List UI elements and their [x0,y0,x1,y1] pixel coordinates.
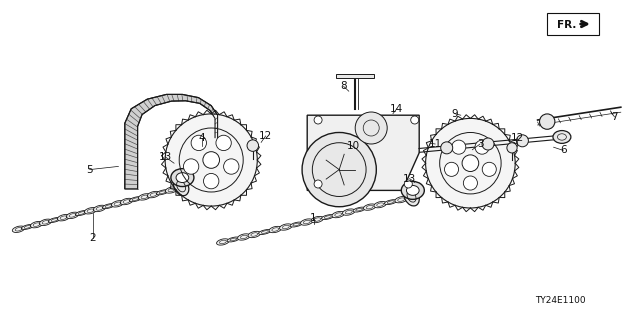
Text: 8: 8 [340,81,347,92]
Ellipse shape [237,234,250,240]
Ellipse shape [138,194,151,200]
Ellipse shape [120,198,132,205]
Ellipse shape [259,229,271,235]
Ellipse shape [93,205,106,212]
Ellipse shape [12,226,25,232]
Text: 5: 5 [86,164,93,175]
Ellipse shape [301,219,313,225]
Ellipse shape [280,224,292,230]
Text: 2: 2 [90,233,96,244]
Text: 11: 11 [429,139,442,149]
Bar [336,74,374,78]
Text: 10: 10 [347,140,360,151]
Ellipse shape [353,207,365,212]
Text: 12: 12 [511,132,524,143]
Circle shape [404,180,412,188]
Ellipse shape [374,202,387,208]
Text: 1: 1 [310,212,317,223]
Circle shape [411,116,419,124]
Circle shape [223,159,239,174]
Circle shape [165,114,257,206]
Ellipse shape [165,187,178,193]
Ellipse shape [156,190,169,195]
Ellipse shape [147,191,160,198]
Ellipse shape [84,208,97,214]
Ellipse shape [76,211,88,216]
Text: 13: 13 [403,173,416,184]
Ellipse shape [176,173,189,182]
Ellipse shape [21,224,34,229]
Bar [547,13,599,35]
Circle shape [314,180,322,188]
Ellipse shape [332,212,344,218]
Ellipse shape [406,186,419,195]
Ellipse shape [39,219,52,226]
Text: 4: 4 [199,132,205,143]
Circle shape [184,159,199,174]
Circle shape [441,142,452,154]
Text: 7: 7 [611,112,618,122]
Polygon shape [307,115,419,190]
Ellipse shape [248,231,260,238]
Text: 12: 12 [259,131,272,141]
Ellipse shape [395,196,408,203]
Text: 3: 3 [477,139,483,149]
Circle shape [482,138,494,150]
Ellipse shape [30,221,43,228]
Circle shape [426,118,515,208]
Ellipse shape [111,201,124,207]
Ellipse shape [401,181,424,199]
Ellipse shape [171,169,194,187]
Circle shape [507,143,517,153]
Circle shape [452,140,466,154]
Circle shape [216,135,231,151]
Text: 13: 13 [159,152,172,162]
Ellipse shape [227,237,239,242]
Text: FR.: FR. [557,20,577,30]
Text: 9: 9 [451,108,458,119]
Ellipse shape [321,215,334,220]
Text: 6: 6 [560,145,566,156]
Ellipse shape [269,226,282,233]
Ellipse shape [216,239,229,245]
Ellipse shape [102,204,115,209]
Circle shape [302,132,376,207]
Circle shape [462,155,479,172]
Circle shape [247,140,259,151]
Ellipse shape [553,131,571,143]
Circle shape [482,162,496,176]
Ellipse shape [173,177,189,196]
Circle shape [355,112,387,144]
Ellipse shape [58,214,70,221]
Ellipse shape [342,209,355,215]
Ellipse shape [49,218,61,222]
Ellipse shape [311,216,323,223]
Text: 14: 14 [390,104,403,114]
Ellipse shape [385,200,397,204]
Circle shape [540,114,555,129]
Circle shape [191,135,207,151]
Polygon shape [125,94,218,189]
Circle shape [475,140,489,154]
Circle shape [204,173,219,189]
Ellipse shape [404,187,419,206]
Circle shape [463,176,477,190]
Text: TY24E1100: TY24E1100 [534,296,586,305]
Ellipse shape [364,204,376,210]
Circle shape [203,152,220,168]
Circle shape [516,135,529,147]
Circle shape [314,116,322,124]
Ellipse shape [129,197,141,202]
Circle shape [445,162,459,176]
Ellipse shape [67,212,79,219]
Ellipse shape [290,222,303,227]
